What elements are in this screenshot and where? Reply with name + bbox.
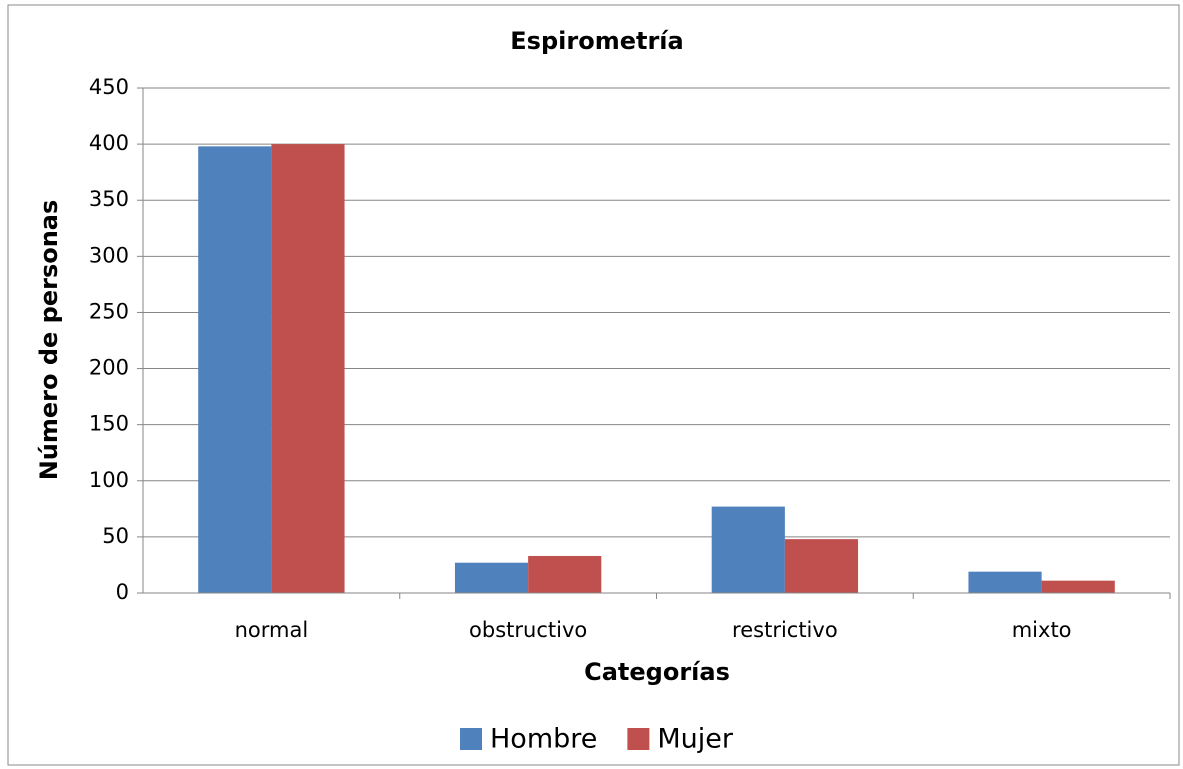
x-tick-label: mixto [1012, 618, 1072, 642]
bar [968, 571, 1042, 593]
legend-label: Hombre [490, 724, 597, 755]
chart-title: Espirometría [510, 27, 683, 55]
bar [1041, 580, 1115, 593]
y-tick-label: 350 [89, 187, 129, 211]
y-tick-label: 0 [116, 580, 129, 604]
y-tick-label: 400 [89, 131, 129, 155]
chart-frame [7, 4, 1180, 766]
bar [528, 555, 602, 593]
y-tick-label: 100 [89, 468, 129, 492]
bar [198, 146, 272, 593]
y-tick-label: 450 [89, 75, 129, 99]
bar [271, 144, 345, 593]
bar [454, 562, 529, 593]
x-axis-title: Categorías [584, 658, 730, 686]
bar [711, 506, 785, 593]
x-tick-label: obstructivo [469, 618, 587, 642]
legend-label: Mujer [657, 724, 734, 755]
legend-swatch [627, 728, 650, 750]
y-tick-label: 250 [89, 299, 129, 323]
bar [784, 539, 859, 593]
y-tick-label: 200 [89, 356, 129, 380]
y-tick-label: 300 [89, 243, 129, 267]
x-tick-label: normal [235, 618, 309, 642]
x-tick-label: restrictivo [732, 618, 838, 642]
y-axis-title: Número de personas [35, 200, 63, 481]
y-tick-label: 50 [102, 524, 129, 548]
y-tick-label: 150 [89, 412, 129, 436]
legend-swatch [460, 728, 482, 750]
